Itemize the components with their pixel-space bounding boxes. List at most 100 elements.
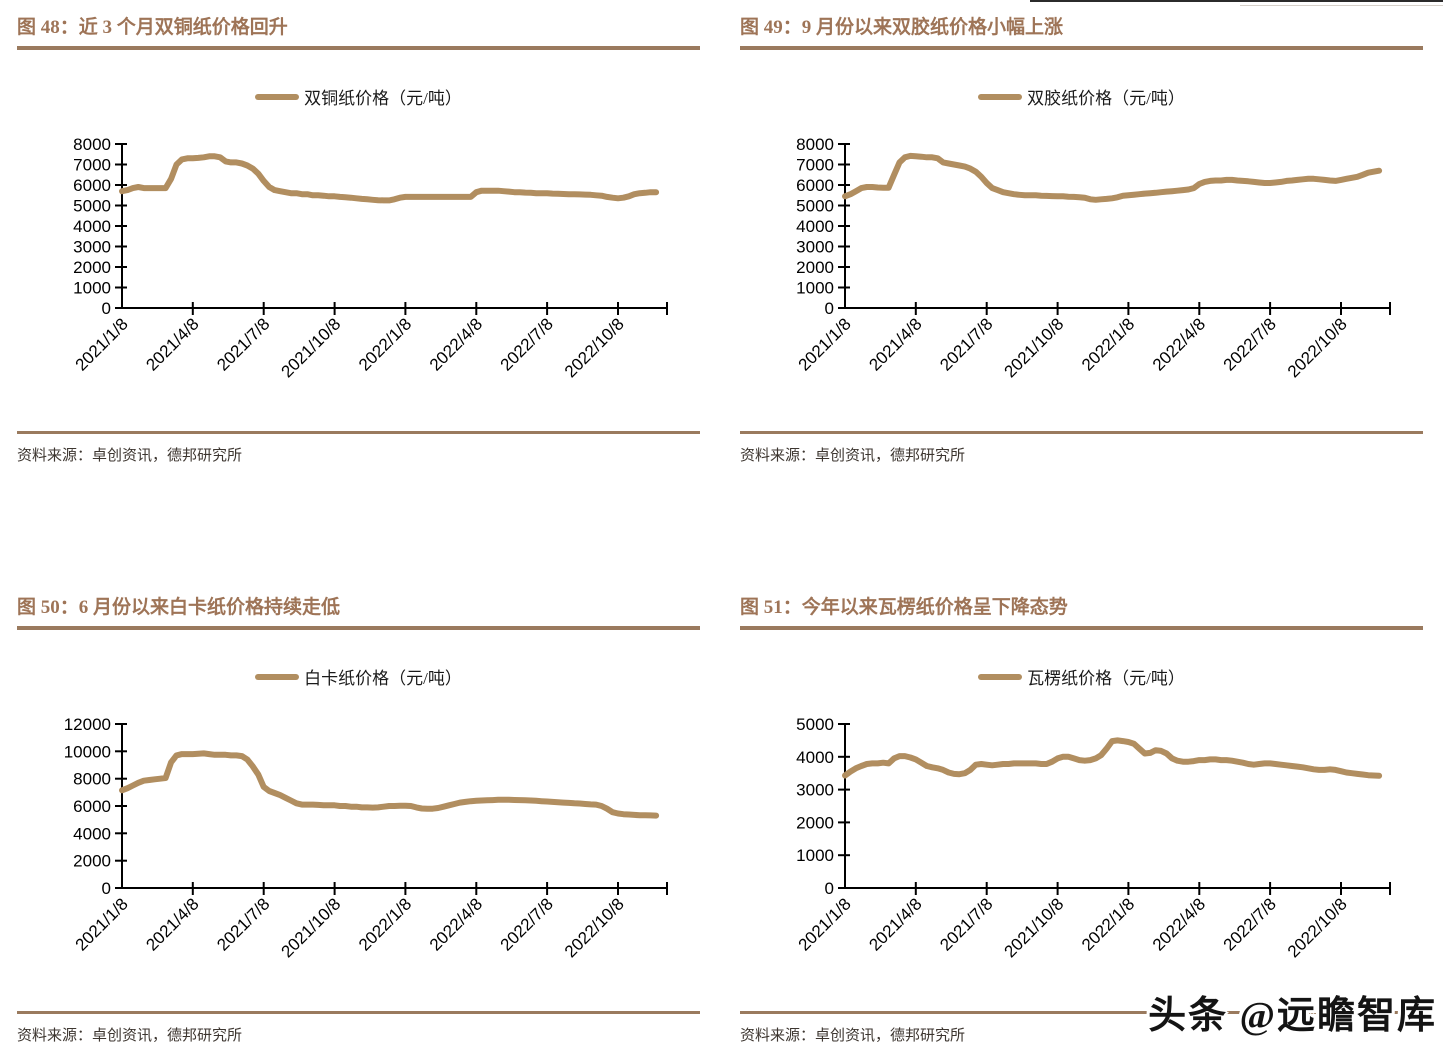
svg-text:6000: 6000: [73, 797, 111, 816]
legend: 瓦楞纸价格（元/吨）: [740, 664, 1423, 689]
svg-text:2022/7/8: 2022/7/8: [497, 314, 557, 374]
source-rule: [740, 1011, 1423, 1014]
svg-text:2022/7/8: 2022/7/8: [497, 894, 557, 954]
svg-text:2022/7/8: 2022/7/8: [1220, 314, 1280, 374]
svg-text:8000: 8000: [796, 135, 834, 154]
legend-line-swatch: [255, 93, 300, 100]
legend-label: 白卡纸价格（元/吨）: [304, 669, 462, 688]
svg-text:12000: 12000: [64, 715, 111, 734]
svg-text:2021/7/8: 2021/7/8: [213, 894, 273, 954]
svg-text:2021/10/8: 2021/10/8: [278, 314, 345, 381]
svg-text:2021/1/8: 2021/1/8: [72, 314, 132, 374]
svg-text:2021/4/8: 2021/4/8: [142, 894, 202, 954]
svg-text:2022/10/8: 2022/10/8: [561, 314, 628, 381]
figure-51-title: 图 51：今年以来瓦楞纸价格呈下降态势: [740, 597, 1068, 618]
svg-text:2022/1/8: 2022/1/8: [355, 314, 415, 374]
svg-text:2022/10/8: 2022/10/8: [561, 894, 628, 961]
title-rule: [17, 46, 700, 50]
svg-text:0: 0: [825, 879, 834, 898]
legend: 双胶纸价格（元/吨）: [740, 84, 1423, 109]
title-rule: [740, 46, 1423, 50]
svg-text:0: 0: [102, 879, 111, 898]
figure-49-title: 图 49：9 月份以来双胶纸价格小幅上涨: [740, 17, 1064, 38]
title-rule: [740, 626, 1423, 630]
svg-text:2021/4/8: 2021/4/8: [865, 314, 925, 374]
source-rule: [740, 431, 1423, 434]
svg-text:2021/4/8: 2021/4/8: [142, 314, 202, 374]
legend-label: 瓦楞纸价格（元/吨）: [1027, 669, 1185, 688]
svg-text:6000: 6000: [73, 176, 111, 195]
svg-text:2000: 2000: [796, 258, 834, 277]
legend: 白卡纸价格（元/吨）: [17, 664, 700, 689]
svg-text:1000: 1000: [796, 279, 834, 298]
source-note: 资料来源：卓创资讯，德邦研究所: [17, 448, 243, 464]
svg-text:2000: 2000: [796, 813, 834, 832]
svg-text:4000: 4000: [73, 824, 111, 843]
svg-text:2021/10/8: 2021/10/8: [1001, 894, 1068, 961]
legend-label: 双铜纸价格（元/吨）: [304, 89, 462, 108]
legend-line-swatch: [978, 673, 1023, 680]
svg-text:2021/10/8: 2021/10/8: [278, 894, 345, 961]
svg-text:2021/7/8: 2021/7/8: [213, 314, 273, 374]
svg-text:4000: 4000: [73, 217, 111, 236]
figure-50: 图 50：6 月份以来白卡纸价格持续走低 白卡纸价格（元/吨） 0 2000 400…: [17, 592, 700, 1047]
svg-text:3000: 3000: [73, 238, 111, 257]
svg-text:2022/4/8: 2022/4/8: [1149, 314, 1209, 374]
figure-48: 图 48：近 3 个月双铜纸价格回升 双铜纸价格（元/吨） 0 1000 2000 3…: [17, 12, 700, 467]
svg-text:8000: 8000: [73, 135, 111, 154]
svg-text:2022/7/8: 2022/7/8: [1220, 894, 1280, 954]
legend-line-swatch: [978, 93, 1023, 100]
svg-text:2021/4/8: 2021/4/8: [865, 894, 925, 954]
svg-text:8000: 8000: [73, 770, 111, 789]
figure-49: 图 49：9 月份以来双胶纸价格小幅上涨 双胶纸价格（元/吨） 0 1000 200…: [740, 12, 1423, 467]
svg-text:4000: 4000: [796, 217, 834, 236]
svg-text:2021/10/8: 2021/10/8: [1001, 314, 1068, 381]
svg-text:5000: 5000: [796, 715, 834, 734]
source-note: 资料来源：卓创资讯，德邦研究所: [17, 1028, 243, 1044]
source-note: 资料来源：卓创资讯，德邦研究所: [740, 448, 966, 464]
svg-text:2000: 2000: [73, 852, 111, 871]
svg-text:2000: 2000: [73, 258, 111, 277]
legend-label: 双胶纸价格（元/吨）: [1027, 89, 1185, 108]
figure-51: 图 51：今年以来瓦楞纸价格呈下降态势 瓦楞纸价格（元/吨） 0 1000 2000…: [740, 592, 1423, 1047]
svg-text:4000: 4000: [796, 748, 834, 767]
svg-text:2022/4/8: 2022/4/8: [426, 314, 486, 374]
svg-text:0: 0: [102, 299, 111, 318]
legend-line-swatch: [255, 673, 300, 680]
svg-text:7000: 7000: [73, 156, 111, 175]
svg-text:2022/1/8: 2022/1/8: [1078, 314, 1138, 374]
svg-text:0: 0: [825, 299, 834, 318]
svg-text:2022/10/8: 2022/10/8: [1284, 314, 1351, 381]
svg-text:10000: 10000: [64, 742, 111, 761]
watermark: 头条 @远瞻智库: [1148, 995, 1437, 1037]
svg-text:3000: 3000: [796, 238, 834, 257]
svg-text:2022/1/8: 2022/1/8: [355, 894, 415, 954]
source-note: 资料来源：卓创资讯，德邦研究所: [740, 1028, 966, 1044]
svg-text:5000: 5000: [796, 197, 834, 216]
top-right-crop-line: [1030, 0, 1443, 2]
svg-text:2022/10/8: 2022/10/8: [1284, 894, 1351, 961]
svg-text:7000: 7000: [796, 156, 834, 175]
figure-48-title: 图 48：近 3 个月双铜纸价格回升: [17, 17, 288, 38]
svg-text:3000: 3000: [796, 781, 834, 800]
svg-text:1000: 1000: [796, 846, 834, 865]
svg-text:2021/1/8: 2021/1/8: [795, 314, 855, 374]
figure-50-title: 图 50：6 月份以来白卡纸价格持续走低: [17, 597, 341, 618]
svg-text:1000: 1000: [73, 279, 111, 298]
top-right-crop-line-light: [1240, 5, 1443, 6]
legend: 双铜纸价格（元/吨）: [17, 84, 700, 109]
title-rule: [17, 626, 700, 630]
source-rule: [17, 431, 700, 434]
svg-text:2022/4/8: 2022/4/8: [1149, 894, 1209, 954]
svg-text:2022/4/8: 2022/4/8: [426, 894, 486, 954]
svg-text:5000: 5000: [73, 197, 111, 216]
svg-text:2021/1/8: 2021/1/8: [795, 894, 855, 954]
svg-text:6000: 6000: [796, 176, 834, 195]
svg-text:2021/7/8: 2021/7/8: [936, 894, 996, 954]
svg-text:2022/1/8: 2022/1/8: [1078, 894, 1138, 954]
